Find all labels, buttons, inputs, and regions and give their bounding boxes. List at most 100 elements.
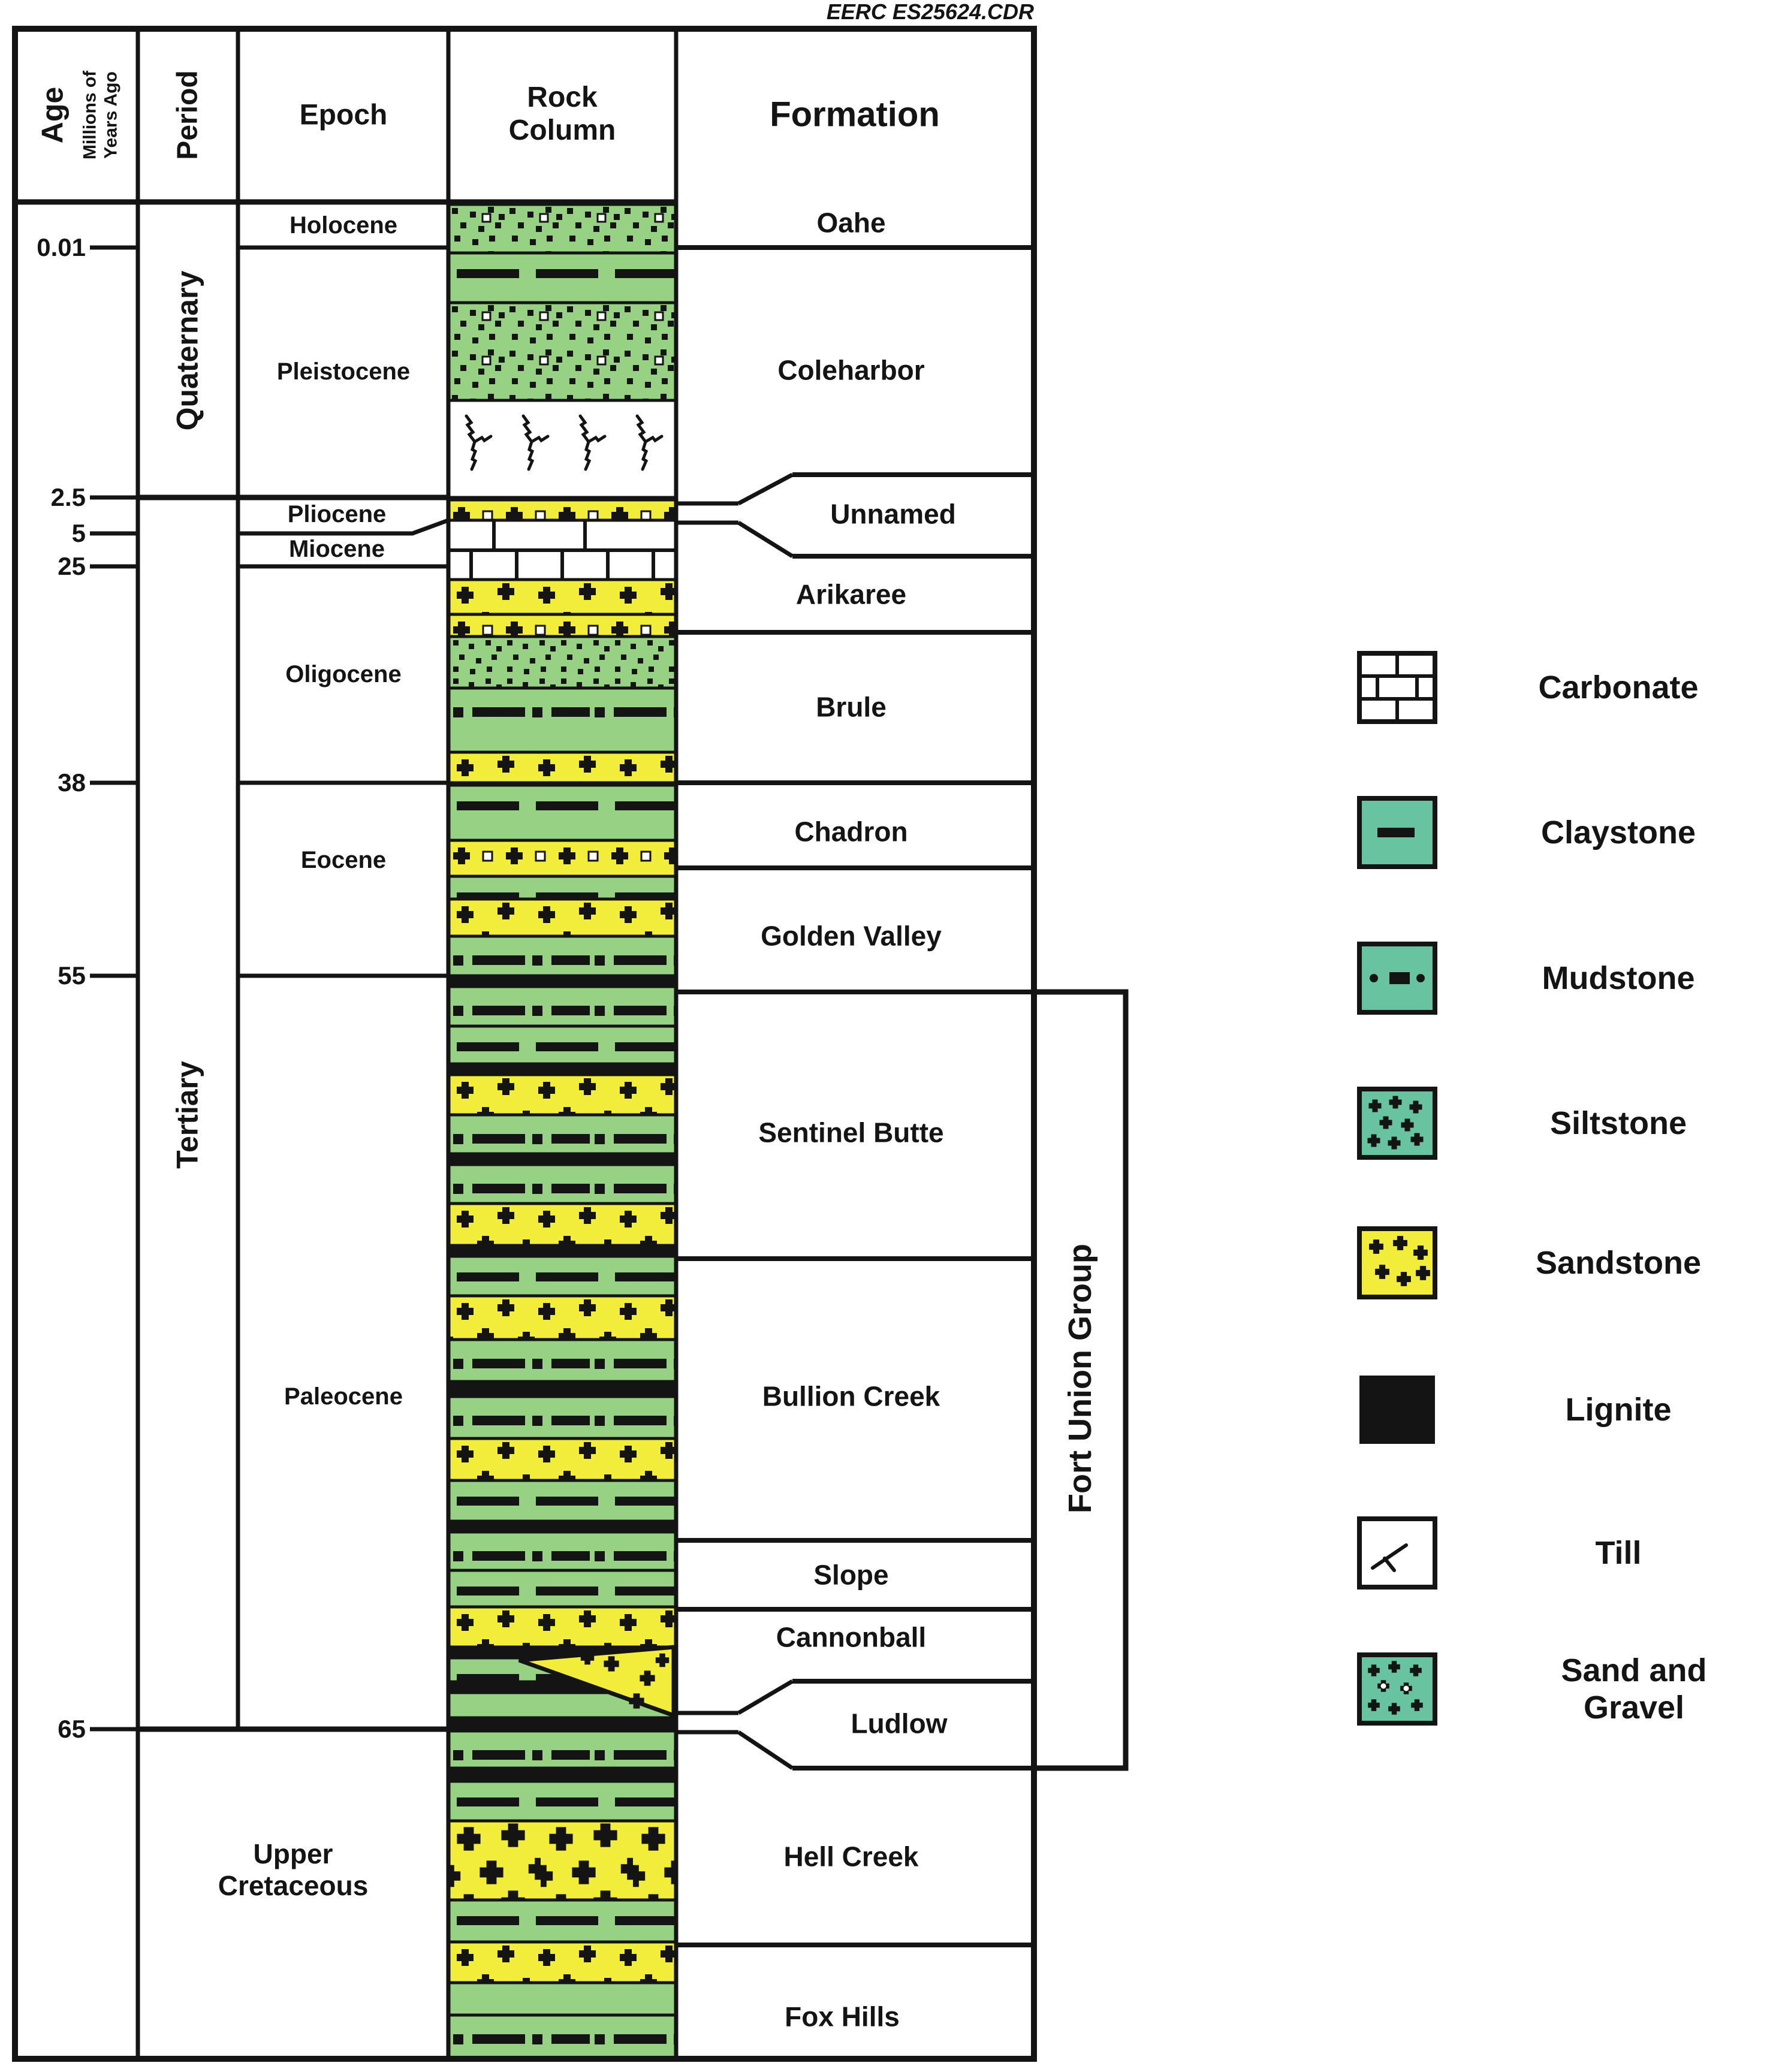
rock-band-claystone (447, 1780, 678, 1823)
rock-band-lignite (447, 1152, 678, 1166)
rock-band-gmudstone (447, 1113, 678, 1156)
pennant-diagonal (737, 1679, 794, 1715)
rock-band-lignite (447, 1380, 678, 1398)
legend-swatch-lignite (1359, 1376, 1435, 1444)
legend-label: Carbonate (1538, 669, 1699, 705)
rock-band-sandstone (447, 1073, 678, 1117)
legend-swatch-sandgravel (1357, 1652, 1437, 1726)
rock-band-lignite (447, 1062, 678, 1076)
formation-label: Oahe (816, 207, 886, 239)
formation-label: Cannonball (776, 1621, 927, 1653)
rock-band-ymudstone (447, 498, 678, 522)
period-label: Tertiary (170, 1061, 204, 1169)
rock-band-gmudstone (447, 1530, 678, 1572)
header-epoch: Epoch (299, 99, 388, 131)
rock-band-sandstone (447, 1940, 678, 1984)
age-tick-label: 55 (58, 961, 86, 990)
rock-band-gmudstone (447, 1395, 678, 1440)
period-label: Upper Cretaceous (218, 1838, 369, 1901)
legend-swatch-till (1357, 1516, 1437, 1590)
rock-band-siltstone (447, 635, 678, 690)
header-rock-column: Rock Column (508, 81, 616, 146)
period-label: Quaternary (170, 270, 204, 431)
rock-band-ymudstone (447, 839, 678, 878)
legend-label: Claystone (1540, 814, 1696, 850)
table-outer-border (12, 26, 1037, 2062)
rock-band-greenplain (447, 1981, 678, 2017)
formation-label: Slope (813, 1559, 889, 1591)
age-tick-label: 2.5 (50, 482, 86, 511)
rock-band-sandstone (447, 1202, 678, 1247)
rock-band-claystone (447, 1479, 678, 1523)
legend-label: Sandstone (1535, 1244, 1702, 1281)
rock-band-gmudstone (447, 1729, 678, 1770)
rock-band-sandstone (447, 578, 678, 616)
rock-band-sandstone (447, 750, 678, 785)
pennant-diagonal (737, 472, 794, 506)
epoch-label: Oligocene (285, 661, 402, 687)
rock-band-lignite (447, 974, 678, 988)
epoch-label: Miocene (288, 536, 385, 562)
rock-band-claystone (447, 1254, 678, 1298)
rock-band-sandgravel (447, 203, 678, 255)
age-tick-label: 0.01 (37, 233, 86, 261)
header-age-subtitle: Millions of Years Ago (80, 70, 121, 160)
formation-label: Chadron (794, 816, 908, 848)
age-tick-label: 38 (58, 768, 86, 797)
rock-band-sandstone (447, 897, 678, 938)
figure-watermark: EERC ES25624.CDR (826, 0, 1034, 24)
legend-swatch-sandstone (1357, 1226, 1437, 1299)
rock-band-claystone (447, 783, 678, 842)
epoch-label: Eocene (300, 847, 387, 873)
rock-band-sandgravel (447, 301, 678, 402)
epoch-label: Paleocene (284, 1383, 403, 1410)
formation-label: Unnamed (830, 498, 956, 530)
formation-label: Brule (816, 691, 887, 723)
formation-label: Sentinel Butte (758, 1117, 944, 1148)
rock-band-gmudstone (447, 2013, 678, 2061)
rock-band-gmudstone (447, 934, 678, 978)
formation-label: Ludlow (851, 1708, 948, 1739)
rock-band-claystone (447, 874, 678, 901)
formation-label: Coleharbor (777, 354, 925, 386)
rock-band-claystone (447, 251, 678, 304)
legend-swatch-siltstone (1357, 1087, 1437, 1160)
epoch-label: Pleistocene (276, 358, 411, 385)
formation-label: Fox Hills (785, 2001, 900, 2032)
header-age: Age (35, 86, 70, 144)
group-bracket-label: Fort Union Group (1062, 1244, 1098, 1513)
pennant-diagonal (737, 521, 794, 558)
header-period: Period (171, 70, 204, 160)
legend-label: Till (1595, 1534, 1642, 1571)
rock-band-gmudstone (447, 1338, 678, 1383)
rock-band-carbonate (447, 518, 678, 581)
rock-band-sandstone (447, 1437, 678, 1482)
rock-band-claystone (447, 1569, 678, 1609)
pennant-diagonal (737, 1730, 794, 1770)
legend-label: Sand and Gravel (1561, 1652, 1707, 1726)
rock-band-lignite (447, 1766, 678, 1783)
rock-band-sandstone (447, 1605, 678, 1649)
formation-label: Hell Creek (783, 1841, 919, 1872)
rock-band-lignite (447, 1519, 678, 1534)
epoch-boundary-kinked (238, 518, 450, 536)
epoch-label: Pliocene (287, 501, 387, 527)
rock-band-ymudstone (447, 613, 678, 638)
formation-label: Arikaree (795, 578, 907, 610)
legend-label: Lignite (1565, 1391, 1672, 1428)
rock-band-lignite (447, 1244, 678, 1258)
header-formation: Formation (770, 95, 940, 134)
rock-band-gmudstone (447, 686, 678, 754)
rock-band-lignite (447, 1716, 678, 1733)
legend-swatch-mudstone (1357, 942, 1437, 1015)
rock-band-claystone (447, 1898, 678, 1944)
rock-band-gmudstone (447, 1163, 678, 1205)
rock-band-sandstone (447, 1294, 678, 1341)
fort-union-group-bracket (1034, 989, 1129, 1771)
rock-band-claystone (447, 1024, 678, 1066)
formation-label: Bullion Creek (762, 1380, 940, 1412)
legend-label: Siltstone (1549, 1105, 1687, 1141)
rock-band-gmudstone (447, 985, 678, 1028)
